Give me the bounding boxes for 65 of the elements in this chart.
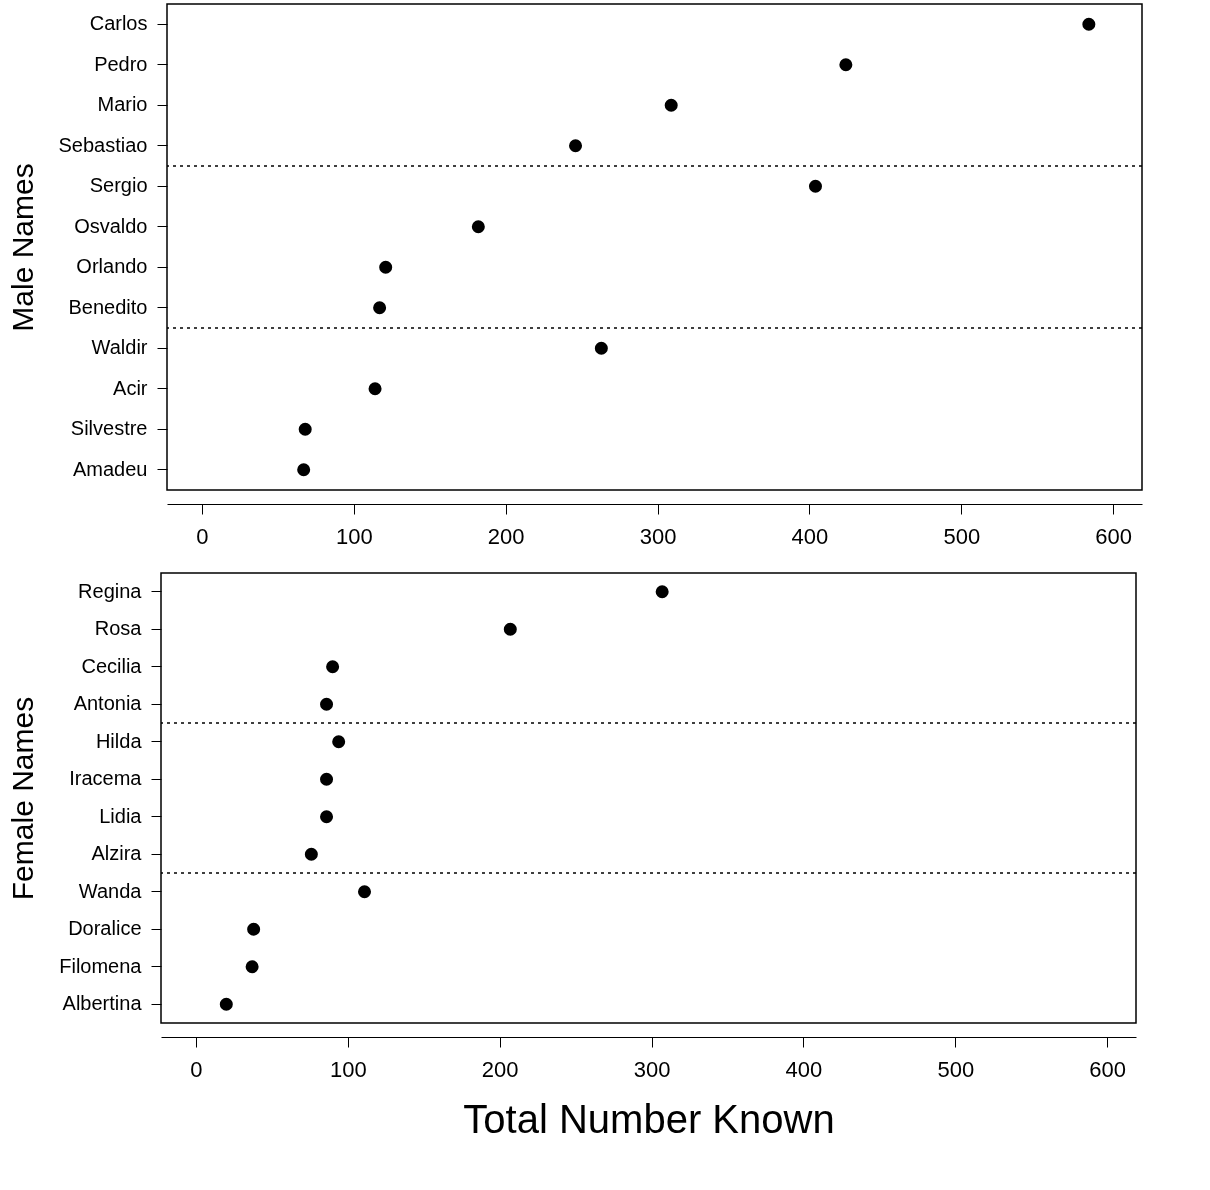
x-tick-label: 100: [329, 1056, 367, 1082]
point: [594, 341, 608, 355]
point: [569, 139, 583, 153]
x-tick-label: 600: [1089, 1056, 1126, 1082]
point: [373, 301, 387, 315]
point: [379, 260, 393, 274]
point: [320, 772, 334, 786]
point: [332, 735, 346, 749]
x-tick-label: 400: [791, 523, 829, 549]
y-tick-label: Sebastiao: [58, 133, 148, 156]
point: [655, 585, 669, 599]
x-axis-title: Total Number Known: [463, 1096, 835, 1141]
x-tick-label: 300: [639, 523, 677, 549]
point: [808, 179, 822, 193]
point: [320, 810, 334, 824]
y-tick-label: Rosa: [94, 617, 143, 640]
x-tick-label: 100: [335, 523, 373, 549]
y-tick-label: Wanda: [78, 879, 143, 902]
point: [664, 98, 678, 112]
y-tick-label: Orlando: [76, 255, 148, 278]
y-tick-label: Silvestre: [70, 417, 148, 440]
point: [304, 847, 318, 861]
point: [839, 58, 853, 72]
x-tick-label: 600: [1095, 523, 1132, 549]
point: [503, 622, 517, 636]
point: [357, 885, 372, 899]
y-tick-label: Acir: [113, 376, 148, 399]
y-tick-label: Pedro: [94, 52, 148, 75]
x-tick-label: 400: [785, 1056, 823, 1082]
point: [471, 220, 485, 234]
y-tick-label: Antonia: [73, 692, 143, 715]
y-tick-label: Doralice: [68, 917, 142, 940]
point: [245, 960, 259, 974]
x-tick-label: 300: [633, 1056, 671, 1082]
point: [219, 997, 233, 1011]
point: [326, 660, 340, 674]
point: [1082, 17, 1096, 31]
x-tick-label: 500: [943, 523, 981, 549]
x-tick-label: 500: [937, 1056, 975, 1082]
x-tick-label: 0: [196, 523, 209, 549]
y-tick-label: Filomena: [59, 954, 143, 977]
y-tick-label: Sergio: [89, 174, 148, 197]
y-tick-label: Lidia: [99, 804, 143, 827]
y-tick-label: Mario: [97, 93, 148, 116]
x-tick-label: 200: [487, 523, 525, 549]
y-tick-label: Osvaldo: [74, 214, 148, 237]
point: [298, 422, 312, 436]
y-tick-label: Albertina: [62, 992, 143, 1015]
point: [297, 463, 311, 477]
x-tick-label: 200: [481, 1056, 519, 1082]
y-tick-label: Alzira: [91, 842, 143, 865]
y-axis-title: Female Names: [6, 696, 40, 901]
y-tick-label: Waldir: [91, 336, 148, 359]
y-tick-label: Hilda: [95, 729, 143, 752]
point: [247, 922, 261, 936]
y-axis-title: Male Names: [5, 163, 39, 332]
y-tick-label: Regina: [78, 579, 143, 602]
point: [368, 382, 382, 396]
point: [320, 697, 334, 711]
x-tick-label: 0: [190, 1056, 203, 1082]
y-tick-label: Amadeu: [73, 457, 148, 480]
y-tick-label: Carlos: [89, 12, 148, 35]
y-tick-label: Cecilia: [81, 654, 143, 677]
y-tick-label: Benedito: [68, 295, 148, 318]
y-tick-label: Iracema: [69, 767, 143, 790]
